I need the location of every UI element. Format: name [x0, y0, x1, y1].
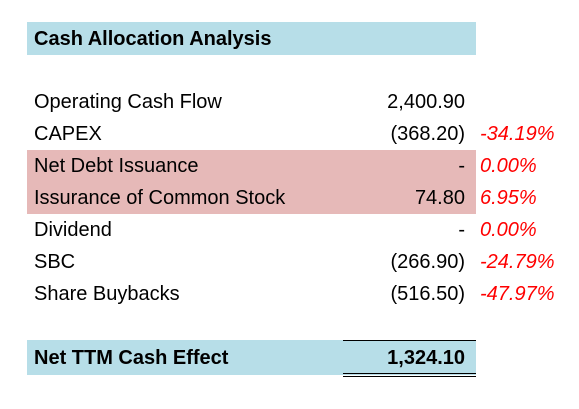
title-bar [27, 22, 476, 55]
row-value: 2,400.90 [387, 91, 465, 113]
table-row: Issurance of Common Stock 74.80 6.95% [0, 182, 579, 214]
row-value: - [458, 219, 465, 241]
row-label: Dividend [34, 219, 112, 241]
table-row: Operating Cash Flow 2,400.90 [0, 86, 579, 118]
row-label: Issurance of Common Stock [34, 187, 286, 209]
page-title: Cash Allocation Analysis [34, 28, 272, 50]
table-row: CAPEX (368.20) -34.19% [0, 118, 579, 150]
row-percent: 0.00% [480, 219, 537, 241]
row-percent: 6.95% [480, 187, 537, 209]
row-percent: -47.97% [480, 283, 555, 305]
highlight-band [27, 150, 476, 214]
total-value: 1,324.10 [387, 347, 465, 369]
row-label: Net Debt Issuance [34, 155, 199, 177]
total-double-rule-lower [343, 376, 476, 377]
row-value: (266.90) [390, 251, 466, 273]
row-value: (368.20) [390, 123, 466, 145]
row-value: 74.80 [414, 187, 465, 209]
row-value: - [458, 155, 465, 177]
total-top-rule [343, 340, 476, 341]
total-label: Net TTM Cash Effect [34, 347, 229, 369]
row-percent: -24.79% [480, 251, 555, 273]
row-percent: 0.00% [480, 155, 537, 177]
total-double-rule-upper [343, 373, 476, 374]
table-row: Net Debt Issuance - 0.00% [0, 150, 579, 182]
row-label: Share Buybacks [34, 283, 180, 305]
row-percent: -34.19% [480, 123, 555, 145]
table-row: Share Buybacks (516.50) -47.97% [0, 278, 579, 310]
table-row: SBC (266.90) -24.79% [0, 246, 579, 278]
table-row: Dividend - 0.00% [0, 214, 579, 246]
row-label: Operating Cash Flow [34, 91, 222, 113]
row-label: SBC [34, 251, 76, 273]
row-label: CAPEX [34, 123, 102, 145]
total-bar [27, 340, 476, 375]
row-value: (516.50) [390, 283, 466, 305]
